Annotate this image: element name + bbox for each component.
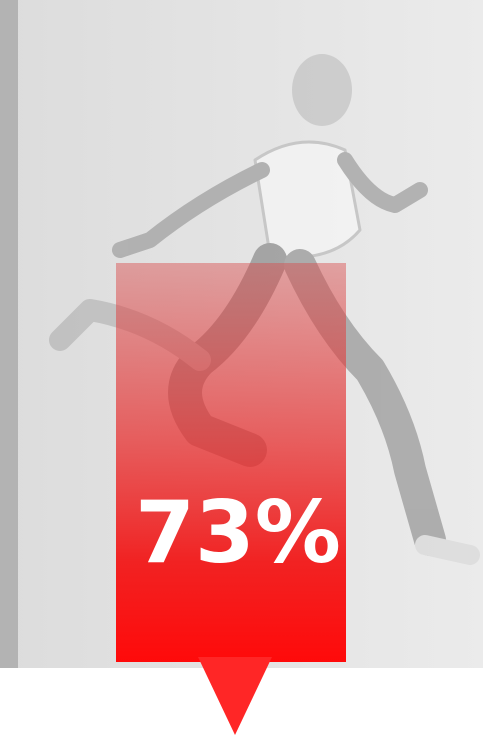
infographic: 73% [0,0,483,735]
stat-value: 73% [135,483,341,583]
page: 73% (() => { const data = JSON.parse(doc… [0,0,483,735]
stat-panel [116,263,346,662]
down-arrow [198,657,272,735]
